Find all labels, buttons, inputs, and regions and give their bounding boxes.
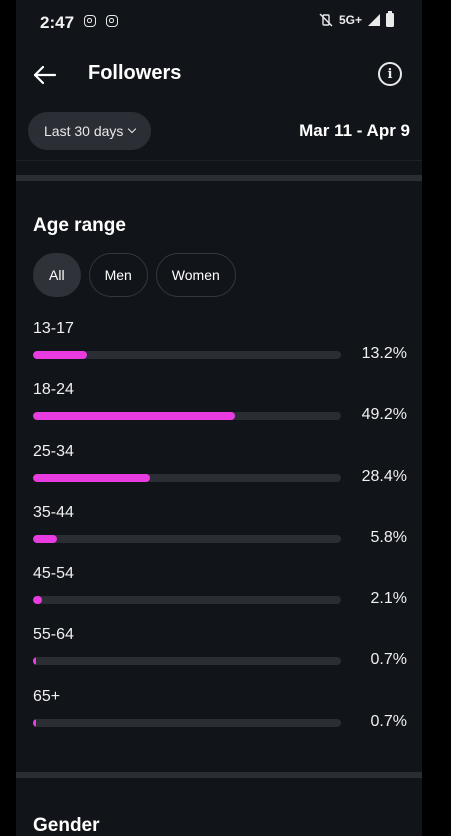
age-label: 18-24: [33, 381, 74, 399]
age-label: 65+: [33, 687, 61, 705]
battery-icon: [386, 11, 394, 27]
section-divider: [16, 772, 422, 778]
age-bar-fill: [33, 473, 150, 482]
period-dropdown[interactable]: Last 30 days: [28, 112, 152, 150]
age-percent: 28.4%: [361, 467, 407, 485]
age-bar-fill: [33, 718, 36, 727]
instagram-notification-icon: [84, 15, 96, 27]
age-range-list: 13-17 13.2% 18-24 49.2% 25-34 28.4% 35-44 5.8% 4…: [33, 318, 411, 747]
period-label: Last 30 days: [44, 123, 124, 139]
section-divider: [16, 175, 422, 181]
age-label: 35-44: [33, 503, 74, 521]
age-bar-fill: [33, 534, 57, 543]
date-range: Mar 11 - Apr 9: [299, 121, 410, 140]
age-bar-fill: [33, 657, 36, 666]
age-label: 45-54: [33, 565, 74, 583]
age-bar-track: [33, 534, 341, 543]
age-bar-track: [33, 596, 341, 605]
age-row: 35-44 5.8%: [33, 502, 411, 563]
age-label: 55-64: [33, 626, 74, 644]
age-bar-fill: [33, 412, 236, 421]
back-arrow-icon[interactable]: [30, 60, 60, 90]
age-percent: 0.7%: [370, 651, 407, 669]
gender-heading: Gender: [33, 815, 100, 836]
age-label: 13-17: [33, 320, 74, 337]
age-bar-track: [33, 351, 341, 359]
age-percent: 0.7%: [370, 712, 407, 730]
network-type: 5G+: [338, 13, 362, 27]
age-row: 13-17 13.2%: [33, 318, 411, 379]
age-row: 55-64 0.7%: [33, 624, 411, 685]
info-icon[interactable]: i: [378, 62, 402, 86]
top-app-bar: Followers i: [16, 52, 422, 98]
status-icons: 5G+: [319, 11, 394, 27]
age-bar-track: [33, 718, 341, 727]
age-bar-track: [33, 473, 341, 482]
age-row: 65+ 0.7%: [33, 686, 411, 747]
age-row: 45-54 2.1%: [33, 563, 411, 624]
chip-men[interactable]: Men: [88, 253, 148, 297]
age-row: 18-24 49.2%: [33, 379, 411, 440]
age-label: 25-34: [33, 442, 74, 460]
chip-women[interactable]: Women: [155, 253, 236, 297]
age-bar-fill: [33, 351, 88, 359]
age-bar-track: [33, 657, 341, 666]
signal-icon: [368, 14, 380, 26]
age-percent: 13.2%: [361, 345, 407, 362]
age-filter-chips: All Men Women: [33, 253, 236, 297]
status-bar: 2:47 5G+: [16, 0, 422, 48]
age-percent: 5.8%: [370, 528, 407, 546]
status-time: 2:47: [40, 13, 75, 32]
age-row: 25-34 28.4%: [33, 441, 411, 502]
vibrate-off-icon: [319, 13, 333, 27]
chevron-down-icon: [128, 124, 137, 134]
age-bar-track: [33, 412, 341, 421]
age-percent: 2.1%: [370, 590, 407, 608]
chip-all[interactable]: All: [33, 253, 81, 297]
instagram-notification-icon: [106, 15, 118, 27]
age-range-heading: Age range: [33, 215, 126, 236]
app-screen: 2:47 5G+ Followers i Last 30 days Mar 11…: [16, 0, 422, 836]
age-percent: 49.2%: [361, 406, 407, 424]
filter-row: Last 30 days Mar 11 - Apr 9: [16, 112, 422, 161]
page-title: Followers: [88, 62, 182, 84]
age-bar-fill: [33, 596, 42, 605]
